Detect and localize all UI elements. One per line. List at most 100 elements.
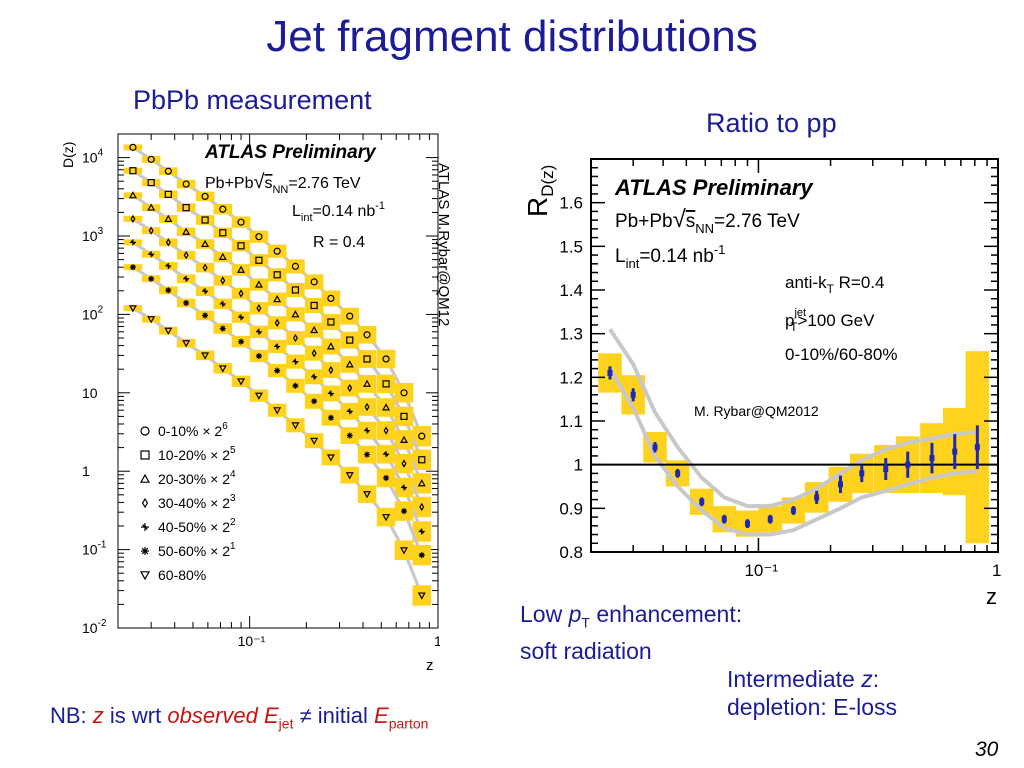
left-sys-band (176, 203, 196, 212)
left-lumi-label: Lint=0.14 nb-1 (292, 200, 385, 224)
left-marker (273, 407, 282, 415)
left-marker (383, 474, 390, 481)
left-sys-band (376, 349, 396, 369)
right-data-point (744, 520, 750, 527)
note-low-pt-pre: Low (520, 601, 569, 627)
note-low-pt-sub: T (581, 614, 590, 631)
right-data-point (974, 444, 980, 451)
left-sys-band (141, 179, 161, 187)
right-data-point (952, 448, 958, 455)
left-sys-band (231, 216, 251, 228)
left-sys-band (231, 375, 251, 388)
left-marker (292, 333, 298, 343)
left-sys-band (340, 356, 360, 373)
left-marker (417, 479, 426, 487)
left-marker (164, 214, 173, 222)
left-sys-band (376, 374, 396, 394)
right-x-axis-label: z (986, 584, 997, 609)
left-sys-band (249, 278, 269, 291)
nb-observed: observed (167, 703, 258, 728)
left-marker (292, 382, 299, 389)
left-marker (326, 454, 335, 462)
nb-e1-sub: jet (278, 715, 294, 732)
right-y-tick-label: 0.9 (559, 499, 583, 518)
left-marker (183, 250, 189, 260)
left-series-6 (123, 305, 432, 606)
left-marker (182, 204, 190, 212)
left-sys-band (286, 418, 305, 433)
left-sys-band (231, 287, 251, 300)
left-sys-band (195, 191, 215, 202)
left-marker (254, 392, 263, 400)
left-marker (292, 358, 299, 365)
left-series-2 (123, 191, 432, 494)
right-y-axis-label: RD(z) (522, 165, 557, 217)
vertical-credit-text: ATLAS M.Rybar@QM12 (435, 163, 452, 326)
note-low-pt: Low pT enhancement: soft radiation (520, 600, 742, 665)
left-marker (346, 432, 353, 439)
right-data-point (699, 498, 705, 505)
left-y-tick-label: 10-1 (82, 540, 107, 558)
note-intermediate-pre: Intermediate (727, 666, 862, 692)
legend-label-4: 40-50% × 22 (158, 517, 236, 535)
left-marker (148, 226, 154, 235)
left-marker (147, 316, 156, 324)
legend-label-6: 60-80% (158, 567, 206, 583)
left-marker (327, 414, 334, 421)
left-series-0 (123, 143, 432, 447)
left-marker (129, 264, 136, 271)
legend-marker-4 (141, 523, 149, 531)
left-marker (327, 390, 334, 397)
left-sys-band (340, 331, 360, 349)
left-marker (274, 318, 280, 328)
left-sys-band (195, 215, 215, 225)
right-curve-lower (608, 367, 978, 537)
left-sys-band (159, 167, 178, 176)
left-marker (220, 276, 226, 285)
left-sys-band (412, 449, 432, 470)
left-marker (328, 365, 334, 375)
left-marker (291, 286, 300, 294)
legend-label-1: 10-20% × 25 (158, 445, 236, 463)
left-marker (218, 365, 227, 373)
left-marker (363, 355, 371, 363)
left-sys-band (357, 325, 377, 344)
left-sys-band (394, 383, 414, 403)
left-y-tick-label: 10-2 (82, 618, 107, 636)
left-marker (165, 287, 172, 294)
left-sys-band (321, 314, 341, 330)
left-system-label: Pb+Pb√sNN=2.76 TeV (205, 171, 361, 196)
right-y-tick-label: 1.3 (559, 325, 583, 344)
left-sys-band (340, 466, 360, 484)
left-sys-band (213, 203, 233, 215)
left-marker (310, 301, 318, 310)
left-sys-band (340, 379, 360, 397)
right-centrality-label: 0-10%/60-80% (785, 345, 897, 364)
left-marker (238, 338, 245, 345)
left-marker (164, 167, 172, 175)
left-sys-band (376, 398, 396, 417)
left-sys-band (376, 507, 396, 527)
left-sys-band (286, 330, 305, 346)
left-marker (363, 491, 372, 499)
left-sys-band (213, 227, 233, 239)
left-marker (345, 472, 354, 480)
left-marker (327, 294, 335, 302)
page-number: 30 (975, 738, 999, 761)
left-marker (128, 191, 137, 199)
right-pt-label: pjet T>100 GeV (785, 307, 875, 334)
left-marker (291, 262, 300, 270)
left-sys-band (267, 268, 287, 282)
left-y-tick-label: 10 (82, 385, 98, 401)
left-marker (327, 318, 335, 326)
left-sys-band (159, 190, 178, 199)
left-sys-band (141, 315, 161, 323)
right-data-point (767, 516, 773, 523)
left-marker (273, 295, 282, 303)
left-marker (237, 242, 245, 250)
left-marker (310, 278, 318, 286)
legend-marker-5 (141, 547, 149, 555)
left-marker (273, 271, 281, 279)
right-y-tick-label: 1.1 (559, 412, 583, 431)
